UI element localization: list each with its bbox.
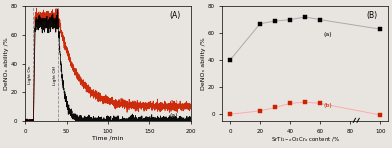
Text: (b): (b) xyxy=(170,100,179,105)
Text: Light Off: Light Off xyxy=(53,66,57,85)
Text: (B): (B) xyxy=(367,11,378,20)
Text: (a): (a) xyxy=(170,113,178,118)
X-axis label: SrTi$_{1-x}$O$_3$Cr$_x$ content /%: SrTi$_{1-x}$O$_3$Cr$_x$ content /% xyxy=(270,135,340,144)
Y-axis label: DeNOₓ ability /%: DeNOₓ ability /% xyxy=(201,37,207,90)
Y-axis label: DeNOₓ ability /%: DeNOₓ ability /% xyxy=(4,37,9,90)
Text: Light On: Light On xyxy=(28,66,32,84)
Text: (A): (A) xyxy=(169,11,181,20)
Text: (b): (b) xyxy=(323,103,332,108)
Text: (a): (a) xyxy=(323,32,332,37)
X-axis label: Time /min: Time /min xyxy=(92,135,123,140)
